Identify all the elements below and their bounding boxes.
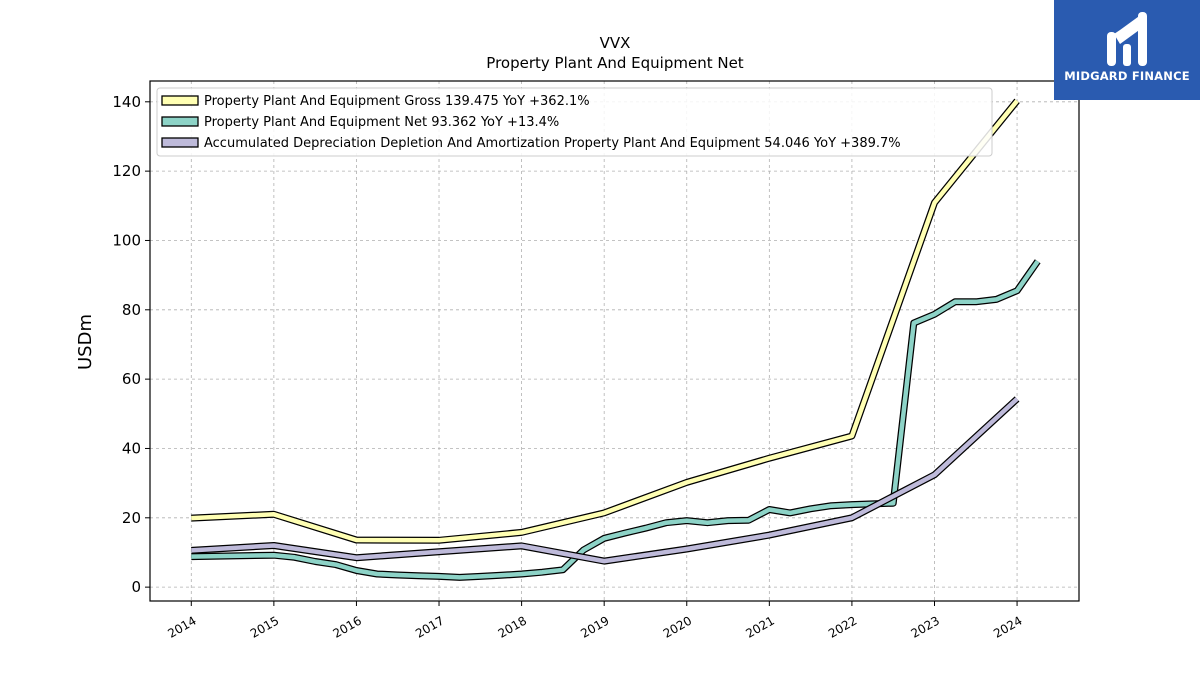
y-tick-label: 140 [112,93,141,111]
chart-subtitle: Property Plant And Equipment Net [486,54,743,72]
y-tick-label: 80 [122,301,141,319]
series-line-1 [191,260,1040,580]
chart-title: VVX [600,34,631,52]
x-tick-label: 2018 [496,613,529,640]
y-axis: 0 20 40 60 80 100 120 140 [112,93,150,596]
x-tick-label: 2020 [661,613,694,640]
brand-name: MIDGARD FINANCE [1064,69,1190,83]
series-line-2 [191,397,1019,564]
y-tick-label: 100 [112,231,141,249]
legend-box [156,87,993,157]
series-line-0 [191,99,1019,543]
legend-label: Accumulated Depreciation Depletion And A… [204,136,901,151]
x-tick-label: 2017 [413,613,446,640]
plot-area [191,98,1041,581]
legend-label: Property Plant And Equipment Gross 139.4… [204,94,590,109]
legend-swatch [161,137,199,148]
x-tick-label: 2014 [165,613,198,640]
y-tick-label: 40 [122,439,141,457]
x-tick-label: 2024 [991,613,1024,640]
x-tick-label: 2015 [248,613,281,640]
y-tick-label: 20 [122,509,141,527]
y-tick-label: 0 [131,578,141,596]
legend-swatch [161,95,199,106]
x-tick-label: 2019 [578,613,611,640]
y-tick-label: 60 [122,370,141,388]
x-tick-label: 2022 [826,613,859,640]
grid [150,81,1079,601]
plot-frame [149,80,1080,602]
x-tick-label: 2023 [909,613,942,640]
brand-logo: MIDGARD FINANCE [1054,0,1200,100]
legend-swatch [161,116,199,127]
y-tick-label: 120 [112,162,141,180]
logo-mark-icon [1107,12,1147,66]
legend: Property Plant And Equipment Gross 139.4… [156,87,993,157]
x-axis: 2014 2015 2016 2017 2018 2019 2020 2021 2022 2023… [165,601,1025,641]
x-tick-label: 2016 [330,613,363,640]
legend-label: Property Plant And Equipment Net 93.362 … [204,115,559,130]
x-tick-label: 2021 [743,613,776,640]
y-axis-label: USDm [75,314,96,370]
